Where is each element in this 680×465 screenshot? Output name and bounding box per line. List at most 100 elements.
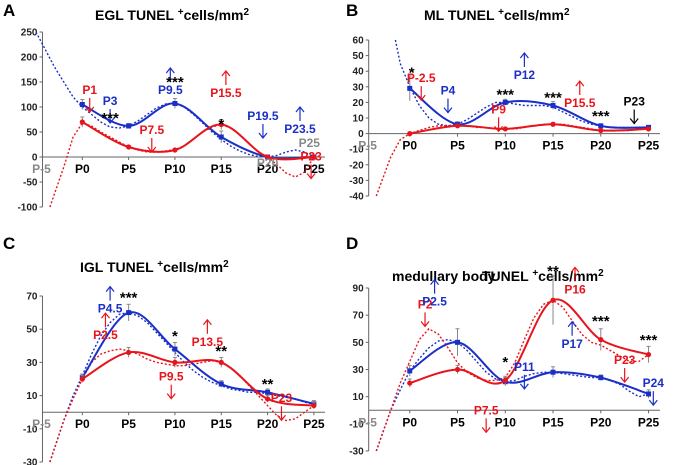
data-point-red — [454, 123, 461, 129]
annotation-label: P23 — [614, 353, 636, 367]
annotation-label: P1 — [82, 83, 97, 97]
y-tick-label: 30 — [353, 365, 365, 376]
annotation-label: P4.5 — [98, 302, 123, 316]
panel-subtitle: medullary body — [392, 268, 496, 284]
data-point-blue — [598, 123, 604, 129]
data-point-blue — [407, 85, 413, 91]
data-point-red — [502, 377, 508, 383]
panel-title: ML TUNEL +cells/mm2 — [424, 7, 570, 23]
x-tick-label: P25 — [638, 415, 660, 429]
annotation-arrowhead — [575, 80, 585, 87]
series-line-red — [409, 123, 649, 135]
panel-letter: C — [3, 234, 15, 253]
y-tick-label: 150 — [21, 78, 38, 89]
data-point-red — [311, 402, 317, 409]
data-point-blue — [502, 99, 508, 105]
annotation-label: P2.5 — [93, 328, 118, 342]
annotation-arrowhead — [276, 414, 286, 422]
annotation-label: P23 — [624, 95, 646, 109]
y-tick-label: -10 — [349, 145, 364, 156]
data-point-blue — [218, 381, 224, 387]
fit-curve-red — [375, 123, 649, 197]
significance-stars: ** — [262, 376, 274, 393]
y-tick-label: 0 — [32, 153, 38, 164]
x-tick-label: P10 — [495, 139, 517, 153]
data-point-red — [126, 349, 132, 356]
annotation-label: P17 — [561, 337, 583, 351]
annotation-arrowhead — [165, 67, 175, 74]
annotation-label: P-2.5 — [407, 71, 436, 85]
significance-stars: * — [409, 64, 415, 81]
significance-stars: *** — [101, 110, 119, 127]
annotation-arrowhead — [147, 146, 157, 153]
x-tick-label: P10 — [164, 162, 186, 176]
x-tick-label: P5 — [121, 162, 136, 176]
significance-stars: *** — [120, 290, 138, 307]
fit-curve-blue — [394, 39, 649, 129]
significance-stars: *** — [640, 332, 658, 349]
fit-curve-red — [375, 299, 649, 452]
data-point-blue — [126, 310, 132, 316]
data-point-blue — [455, 339, 461, 345]
annotation-arrowhead — [105, 285, 115, 292]
fit-curve-red — [49, 122, 315, 208]
annotation-label: P12 — [514, 68, 536, 82]
series-line-blue — [81, 311, 315, 405]
annotation-label: P23 — [271, 391, 293, 405]
annotation-arrowhead — [105, 117, 115, 124]
y-tick-label: 50 — [26, 325, 38, 336]
x-tick-label: P15 — [542, 415, 564, 429]
data-point-red — [407, 131, 413, 137]
data-point-blue — [407, 368, 413, 374]
data-point-blue — [550, 369, 556, 375]
y-tick-label: -10 — [23, 424, 38, 435]
significance-stars: *** — [166, 74, 184, 91]
annotation-arrowhead — [519, 52, 529, 59]
series-line-blue — [409, 341, 649, 395]
y-tick-label: 70 — [353, 311, 365, 322]
annotation-arrowhead — [494, 125, 504, 133]
data-point-red — [79, 119, 85, 125]
x-tick-label: P5 — [450, 415, 465, 429]
y-tick-label: -100 — [17, 203, 37, 214]
data-point-blue — [218, 134, 224, 140]
panel-title: EGL TUNEL +cells/mm2 — [95, 7, 250, 23]
y-tick-label: -10 — [349, 419, 364, 430]
y-tick-label: -30 — [23, 458, 38, 465]
x-tick-label: P15 — [211, 417, 233, 431]
data-point-red — [550, 297, 556, 303]
data-point-red — [126, 144, 132, 150]
data-point-blue — [598, 375, 604, 381]
annotation-label: P20 — [257, 156, 279, 170]
x-tick-label: P20 — [590, 415, 612, 429]
x-tick-label-minus5: P-5 — [32, 162, 51, 176]
y-tick-label: 20 — [353, 98, 365, 109]
annotation-label: P4 — [441, 84, 456, 98]
y-tick-label: 50 — [353, 338, 365, 349]
y-tick-label: 200 — [21, 53, 38, 64]
annotation-label: P23 — [300, 150, 322, 164]
panel-letter: B — [346, 1, 358, 20]
x-tick-label: P5 — [450, 139, 465, 153]
significance-stars: ** — [547, 263, 559, 280]
x-tick-label: P0 — [402, 139, 417, 153]
annotation-arrowhead — [629, 118, 639, 125]
y-tick-label: 30 — [26, 358, 38, 369]
y-tick-label: 10 — [353, 114, 365, 125]
data-point-blue — [172, 346, 178, 352]
x-tick-label: P5 — [121, 417, 136, 431]
x-tick-label: P20 — [257, 162, 279, 176]
annotation-label: P9.5 — [159, 370, 184, 384]
data-point-red — [218, 359, 224, 365]
annotation-arrowhead — [620, 376, 630, 384]
significance-stars: ** — [215, 343, 227, 360]
annotation-arrowhead — [166, 393, 176, 400]
significance-stars: *** — [497, 86, 515, 103]
x-tick-label: P20 — [257, 417, 279, 431]
series-line-blue — [409, 87, 649, 129]
annotation-label: P3 — [103, 94, 118, 108]
y-tick-label: -40 — [349, 192, 364, 203]
annotation-label: P9.5 — [158, 83, 183, 97]
